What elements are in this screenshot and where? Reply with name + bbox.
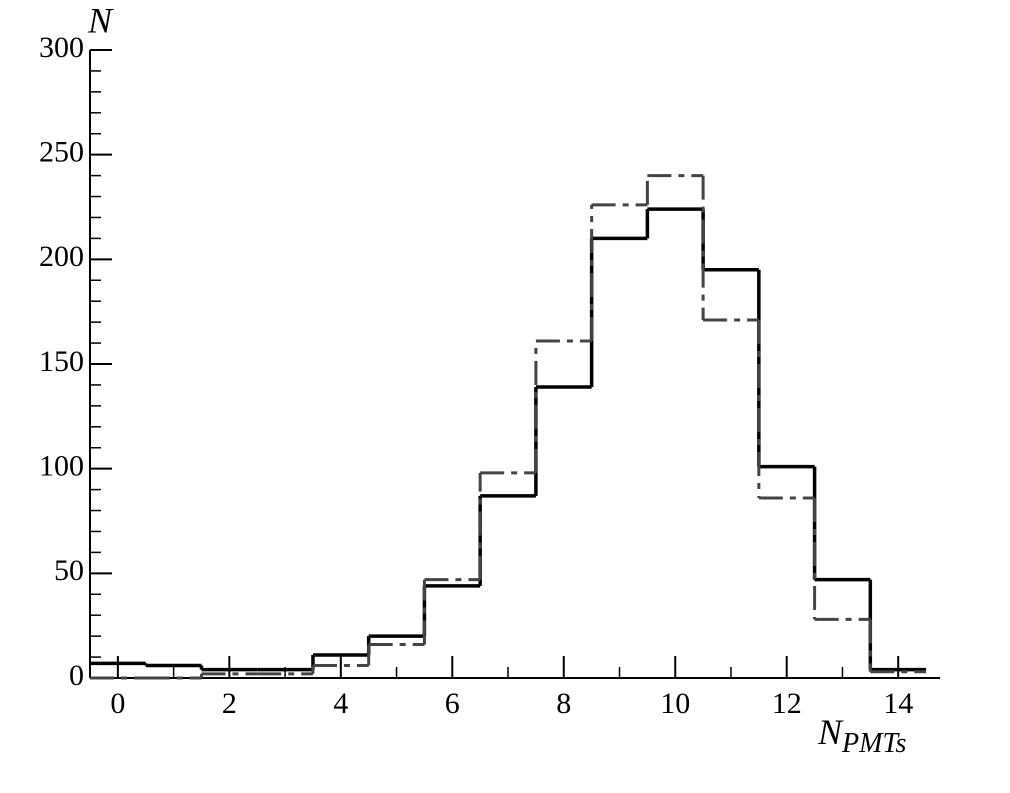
y-tick-label: 250 [39,136,84,169]
x-tick-label: 14 [883,687,913,720]
x-tick-label: 4 [333,687,348,720]
x-axis-label-main: N [817,712,844,752]
x-tick-label: 0 [110,687,125,720]
y-tick-label: 200 [39,240,84,273]
x-axis-label-subscript: PMTs [841,728,906,759]
y-tick-label: 100 [39,450,84,483]
x-tick-label: 12 [772,687,802,720]
y-tick-label: 300 [39,31,84,64]
x-tick-label: 6 [445,687,460,720]
x-tick-label: 10 [660,687,690,720]
y-axis-label: N [87,0,114,40]
y-tick-label: 50 [54,554,84,587]
x-axis-label: NPMTs [817,712,906,759]
x-tick-label: 8 [556,687,571,720]
x-tick-label: 2 [222,687,237,720]
y-tick-label: 0 [69,659,84,692]
y-tick-label: 150 [39,345,84,378]
